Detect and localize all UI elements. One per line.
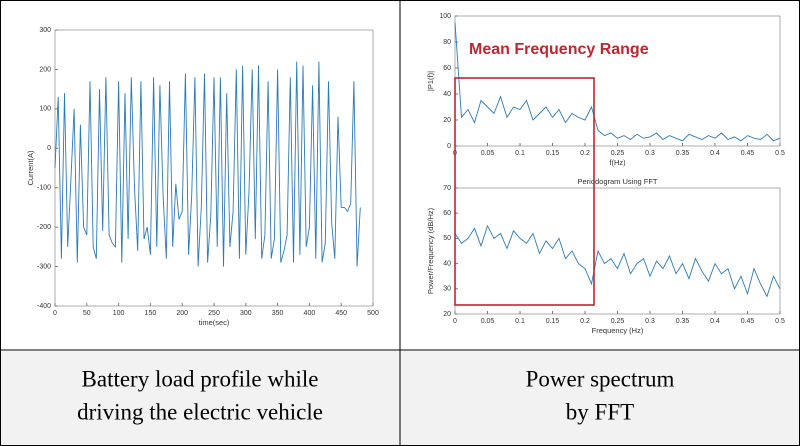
y-tick-label: 200 <box>39 66 51 73</box>
x-axis-label: Frequency (Hz) <box>592 326 644 335</box>
y-tick-label: 70 <box>443 185 451 192</box>
y-axis-label: |P1(f)| <box>426 71 435 91</box>
y-tick-label: 40 <box>443 260 451 267</box>
x-tick-label: 300 <box>240 310 252 317</box>
y-tick-label: 300 <box>39 27 51 34</box>
x-axis-label: f(Hz) <box>609 158 626 167</box>
y-tick-label: 100 <box>39 106 51 113</box>
y-tick-label: -100 <box>37 185 51 192</box>
plot-area <box>54 29 374 307</box>
caption: Power spectrum <box>526 366 675 391</box>
caption: by FFT <box>566 399 634 424</box>
x-tick-label: 0.25 <box>611 150 625 157</box>
x-tick-label: 0.1 <box>515 318 525 325</box>
y-tick-label: 60 <box>443 65 451 72</box>
x-tick-label: 0.5 <box>775 150 785 157</box>
x-tick-label: 0.5 <box>775 318 785 325</box>
x-tick-label: 0.4 <box>710 150 720 157</box>
annotation: Mean Frequency Range <box>469 41 649 58</box>
y-tick-label: 60 <box>443 210 451 217</box>
x-tick-label: 150 <box>145 310 157 317</box>
x-tick-label: 200 <box>176 310 188 317</box>
caption: Battery load profile while <box>82 366 319 391</box>
x-tick-label: 400 <box>304 310 316 317</box>
chart-title: Periodogram Using FFT <box>577 177 657 186</box>
plot-area <box>454 187 781 315</box>
x-tick-label: 0 <box>53 310 57 317</box>
highlight-range <box>454 77 595 306</box>
data-line <box>54 61 361 267</box>
y-tick-label: 50 <box>443 235 451 242</box>
y-axis-label: Power/Frequency (dB/Hz) <box>426 207 435 294</box>
y-tick-label: 0 <box>47 145 51 152</box>
y-tick-label: 30 <box>443 286 451 293</box>
y-tick-label: 100 <box>439 13 451 20</box>
x-tick-label: 50 <box>83 310 91 317</box>
x-tick-label: 500 <box>367 310 379 317</box>
caption: driving the electric vehicle <box>77 399 323 424</box>
x-tick-label: 0.45 <box>741 150 755 157</box>
y-tick-label: -300 <box>37 263 51 270</box>
x-tick-label: 0.15 <box>546 150 560 157</box>
plot-area <box>454 15 781 147</box>
x-tick-label: 0.35 <box>676 150 690 157</box>
y-tick-label: 20 <box>443 311 451 318</box>
y-tick-label: 80 <box>443 39 451 46</box>
data-line <box>454 224 781 298</box>
x-tick-label: 0 <box>453 318 457 325</box>
x-tick-label: 0.2 <box>580 150 590 157</box>
x-tick-label: 100 <box>113 310 125 317</box>
y-tick-label: 20 <box>443 117 451 124</box>
x-tick-label: 0.3 <box>645 150 655 157</box>
x-tick-label: 250 <box>208 310 220 317</box>
x-tick-label: 0.45 <box>741 318 755 325</box>
data-line <box>454 22 781 142</box>
x-tick-label: 0.25 <box>611 318 625 325</box>
x-tick-label: 0.05 <box>481 150 495 157</box>
x-tick-label: 350 <box>272 310 284 317</box>
y-tick-label: -400 <box>37 303 51 310</box>
x-tick-label: 0.3 <box>645 318 655 325</box>
x-tick-label: 0.15 <box>546 318 560 325</box>
x-tick-label: 0.05 <box>481 318 495 325</box>
y-tick-label: -200 <box>37 224 51 231</box>
x-tick-label: 0.1 <box>515 150 525 157</box>
x-axis-label: time(sec) <box>199 318 230 327</box>
y-tick-label: 40 <box>443 91 451 98</box>
x-tick-label: 0.35 <box>676 318 690 325</box>
x-tick-label: 0.4 <box>710 318 720 325</box>
x-tick-label: 450 <box>335 310 347 317</box>
y-tick-label: 0 <box>447 143 451 150</box>
y-axis-label: Current(A) <box>26 150 35 186</box>
x-tick-label: 0.2 <box>580 318 590 325</box>
